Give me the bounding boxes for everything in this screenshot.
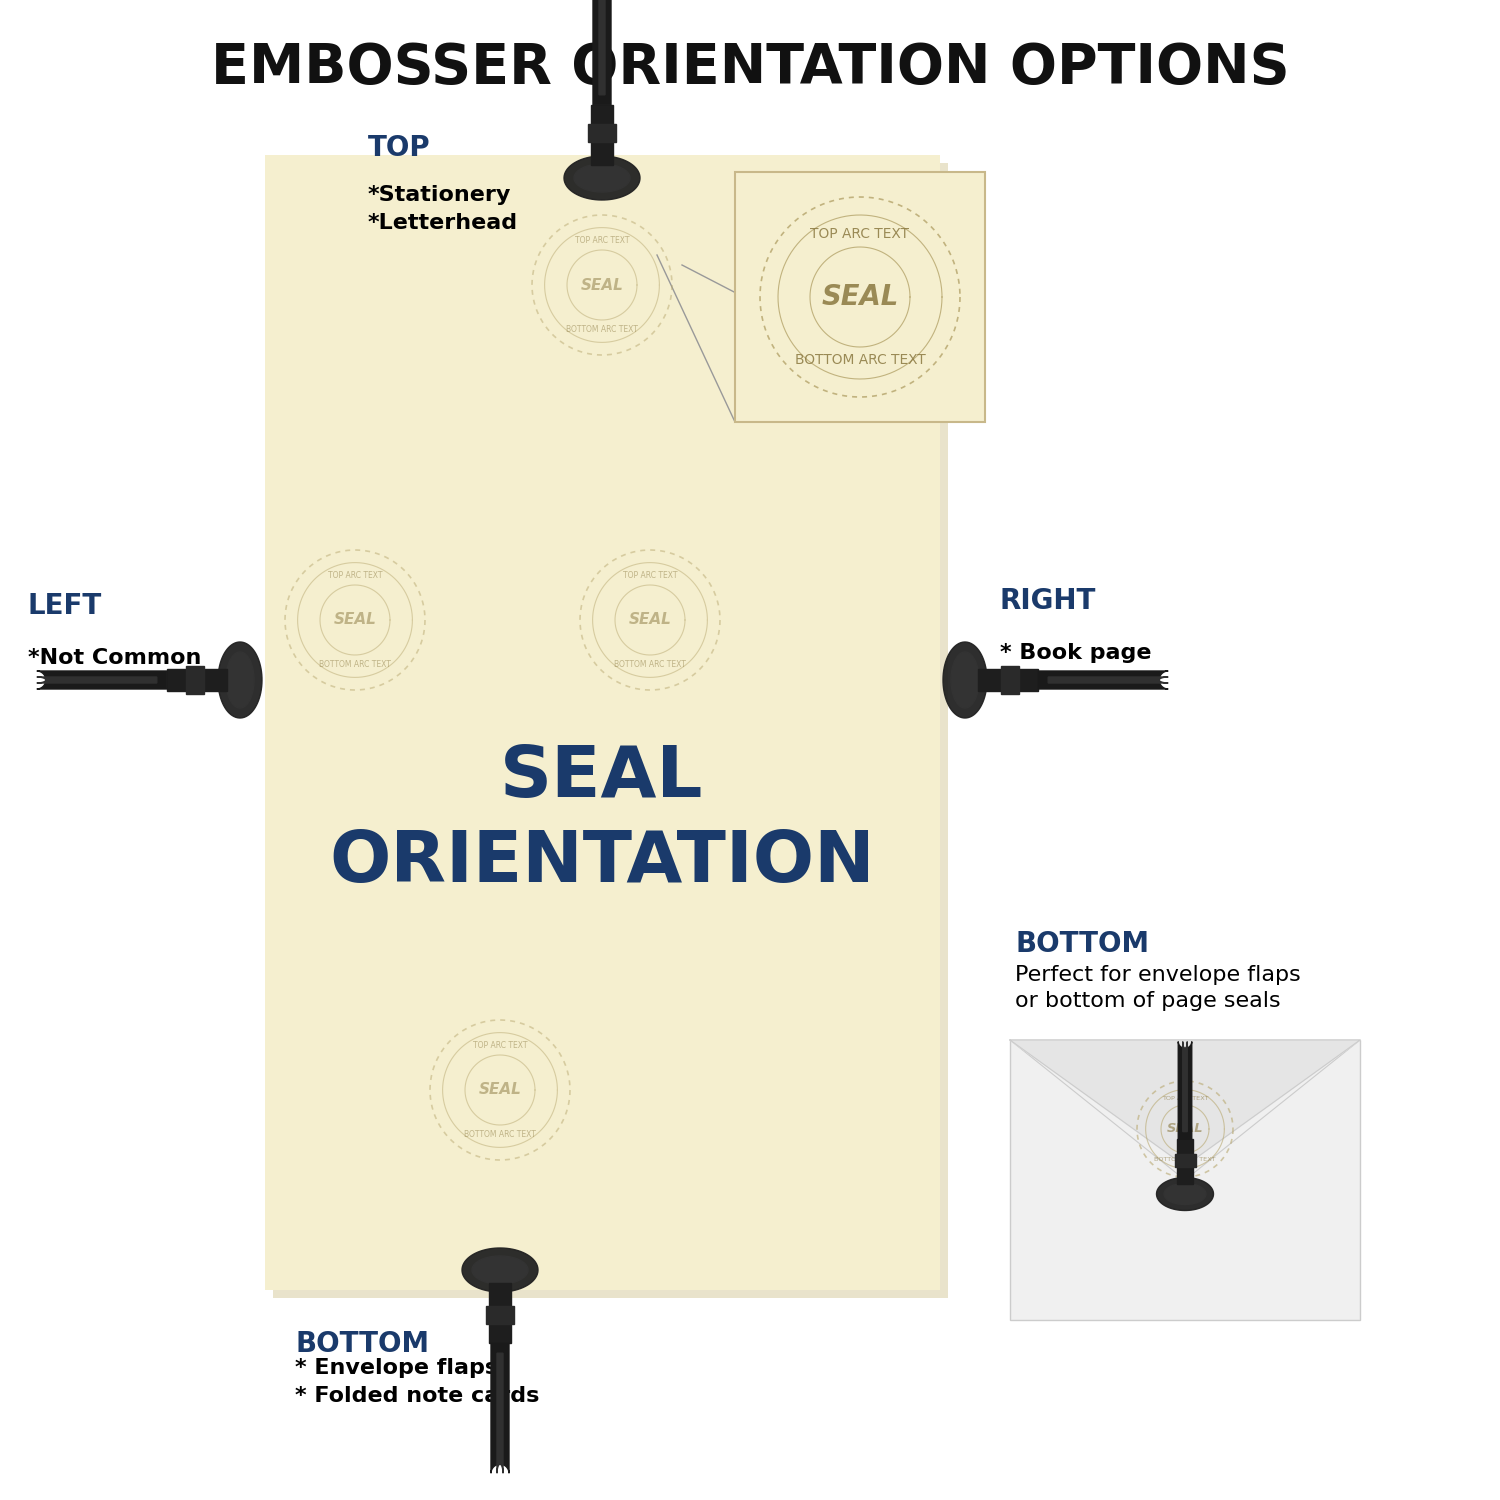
Text: or bottom of page seals: or bottom of page seals	[1016, 992, 1281, 1011]
Text: TOP ARC TEXT: TOP ARC TEXT	[574, 237, 630, 246]
Polygon shape	[1182, 1041, 1188, 1131]
Text: BOTTOM: BOTTOM	[1016, 930, 1149, 958]
Polygon shape	[1048, 676, 1168, 682]
Polygon shape	[1164, 1184, 1206, 1204]
Polygon shape	[486, 1306, 514, 1324]
Polygon shape	[588, 124, 616, 142]
Polygon shape	[186, 666, 204, 694]
Text: BOTTOM ARC TEXT: BOTTOM ARC TEXT	[566, 324, 638, 333]
Polygon shape	[1156, 1178, 1214, 1210]
Text: TOP ARC TEXT: TOP ARC TEXT	[327, 572, 382, 580]
Polygon shape	[217, 642, 262, 718]
Polygon shape	[1010, 1040, 1360, 1166]
Text: SEAL: SEAL	[580, 278, 624, 292]
Polygon shape	[574, 164, 630, 192]
Polygon shape	[496, 1353, 502, 1473]
Text: RIGHT: RIGHT	[1000, 586, 1096, 615]
Text: BOTTOM ARC TEXT: BOTTOM ARC TEXT	[320, 660, 392, 669]
Polygon shape	[472, 1256, 528, 1284]
FancyBboxPatch shape	[1010, 1040, 1360, 1320]
Text: TOP: TOP	[368, 134, 430, 162]
Polygon shape	[1000, 666, 1018, 694]
Polygon shape	[489, 1282, 512, 1342]
Text: EMBOSSER ORIENTATION OPTIONS: EMBOSSER ORIENTATION OPTIONS	[210, 40, 1290, 94]
Text: SEAL: SEAL	[822, 284, 898, 310]
Polygon shape	[38, 676, 158, 682]
Polygon shape	[591, 105, 613, 165]
Polygon shape	[1176, 1138, 1194, 1184]
Text: * Book page: * Book page	[1000, 644, 1152, 663]
Polygon shape	[1179, 1041, 1191, 1138]
Polygon shape	[462, 1248, 538, 1292]
Polygon shape	[1174, 1154, 1196, 1167]
Text: LEFT: LEFT	[28, 592, 102, 619]
Text: SEAL: SEAL	[333, 612, 376, 627]
Text: SEAL: SEAL	[1167, 1122, 1203, 1136]
Polygon shape	[592, 0, 610, 105]
Text: *Stationery: *Stationery	[368, 184, 512, 206]
Text: SEAL: SEAL	[628, 612, 672, 627]
Polygon shape	[166, 669, 226, 692]
Text: SEAL: SEAL	[478, 1083, 522, 1098]
FancyBboxPatch shape	[735, 172, 986, 422]
Text: * Envelope flaps: * Envelope flaps	[296, 1358, 498, 1378]
Polygon shape	[944, 642, 987, 718]
Polygon shape	[1038, 670, 1168, 688]
Text: TOP ARC TEXT: TOP ARC TEXT	[622, 572, 678, 580]
Polygon shape	[564, 156, 640, 200]
Text: * Folded note cards: * Folded note cards	[296, 1386, 540, 1406]
Text: BOTTOM ARC TEXT: BOTTOM ARC TEXT	[1155, 1156, 1215, 1161]
Text: BOTTOM: BOTTOM	[296, 1330, 429, 1358]
Text: BOTTOM ARC TEXT: BOTTOM ARC TEXT	[795, 352, 926, 368]
Text: SEAL
ORIENTATION: SEAL ORIENTATION	[328, 742, 874, 897]
Polygon shape	[978, 669, 1038, 692]
Polygon shape	[226, 652, 254, 708]
Text: BOTTOM ARC TEXT: BOTTOM ARC TEXT	[464, 1130, 536, 1138]
Text: *Letterhead: *Letterhead	[368, 213, 518, 232]
Text: TOP ARC TEXT: TOP ARC TEXT	[1161, 1096, 1209, 1101]
Text: *Not Common: *Not Common	[28, 648, 201, 668]
Polygon shape	[951, 652, 980, 708]
FancyBboxPatch shape	[273, 164, 948, 1298]
Text: TOP ARC TEXT: TOP ARC TEXT	[810, 226, 909, 242]
FancyBboxPatch shape	[266, 154, 940, 1290]
Polygon shape	[38, 670, 166, 688]
Polygon shape	[598, 0, 604, 94]
Text: TOP ARC TEXT: TOP ARC TEXT	[472, 1041, 528, 1050]
Polygon shape	[490, 1342, 508, 1473]
Text: Perfect for envelope flaps: Perfect for envelope flaps	[1016, 964, 1300, 986]
Text: BOTTOM ARC TEXT: BOTTOM ARC TEXT	[614, 660, 686, 669]
